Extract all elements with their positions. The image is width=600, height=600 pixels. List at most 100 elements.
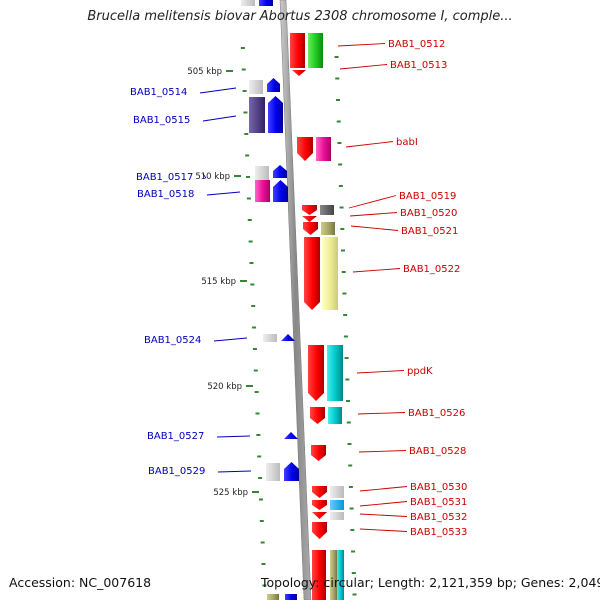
gene-bab1-0529-homolog xyxy=(266,463,280,481)
gene-label[interactable]: ppdK xyxy=(407,366,433,377)
scale-ticks: 505 kbp 510 kbp 515 kbp 520 kbp 525 kbp xyxy=(187,67,259,498)
dot-marker xyxy=(344,357,349,359)
gene-label[interactable]: BAB1_0533 xyxy=(410,527,467,538)
gene-bab1-0528 xyxy=(311,445,326,461)
dot-marker xyxy=(342,292,347,295)
gene-label[interactable]: BAB1_0515 xyxy=(133,115,190,126)
gene-bab1-0524-homolog xyxy=(263,334,277,342)
gene-bottom-partial-a xyxy=(267,594,279,600)
gene-label[interactable]: BAB1_0526 xyxy=(408,408,465,419)
gene-bab1-0512-homolog xyxy=(308,33,323,68)
gene-bab1-0527 xyxy=(284,432,298,439)
label-leader-line xyxy=(199,87,237,94)
label-leader-line xyxy=(348,195,397,209)
gene-label[interactable]: BAB1_0512 xyxy=(388,39,445,50)
label-leader-line xyxy=(213,337,248,342)
gene-bab1-0532-homolog xyxy=(330,512,344,520)
gene-label[interactable]: BAB1_0519 xyxy=(399,191,456,202)
scale-tick-label: 515 kbp xyxy=(201,277,236,287)
map-title: Brucella melitensis biovar Abortus 2308 … xyxy=(87,9,513,24)
label-leader-line xyxy=(350,225,399,231)
dot-marker xyxy=(336,99,340,101)
gene-bab1-0519 xyxy=(302,205,317,215)
gene-bab1-0530 xyxy=(312,486,327,498)
gene-bottom-cyan xyxy=(337,550,344,600)
label-leader-line xyxy=(359,513,408,517)
dot-marker xyxy=(338,163,343,166)
gene-bab1-0524 xyxy=(281,334,295,341)
gene-label[interactable]: BAB1_0521 xyxy=(401,226,458,237)
gene-bab1-0514 xyxy=(267,78,280,92)
topology-info: Topology: circular; Length: 2,121,359 bp… xyxy=(261,575,600,590)
gene-label[interactable]: BAB1_0514 xyxy=(130,87,187,98)
dot-marker xyxy=(341,271,346,273)
dot-marker xyxy=(336,120,341,123)
gene-label[interactable]: BAB1_0522 xyxy=(403,264,460,275)
gene-label[interactable]: BAB1_0520 xyxy=(400,208,457,219)
dot-marker xyxy=(255,412,260,415)
dot-marker xyxy=(350,529,355,531)
dot-marker xyxy=(346,400,351,402)
gene-label[interactable]: BAB1_0531 xyxy=(410,497,467,508)
gene-label[interactable]: BAB1_0532 xyxy=(410,512,467,523)
forward-strand-genes xyxy=(290,33,344,600)
dot-marker xyxy=(339,206,344,209)
dot-marker xyxy=(335,77,340,80)
dot-marker xyxy=(343,335,348,338)
gene-label[interactable]: babI xyxy=(396,137,418,148)
label-leader-line xyxy=(352,268,401,273)
dot-marker xyxy=(259,520,264,522)
dot-marker xyxy=(340,228,345,230)
dot-marker xyxy=(262,584,267,587)
gene-bab1-0520 xyxy=(302,216,317,222)
dot-marker xyxy=(351,550,356,553)
label-leader-line xyxy=(217,470,252,473)
dot-marker xyxy=(244,133,249,135)
dot-marker xyxy=(243,111,248,114)
gene-label[interactable]: BAB1_0524 xyxy=(144,335,201,346)
gene-bab1-0513 xyxy=(292,70,306,76)
dot-marker xyxy=(256,434,261,436)
gene-babi-homolog xyxy=(316,137,331,161)
gene-bab1-0526 xyxy=(310,407,325,424)
dot-marker xyxy=(250,283,255,286)
dot-marker xyxy=(248,240,253,243)
dot-marker xyxy=(343,314,348,316)
scale-tick-mark xyxy=(246,385,253,387)
gene-bab1-0518-homolog xyxy=(255,180,270,202)
dot-marker xyxy=(257,455,262,458)
scale-tick-label: 505 kbp xyxy=(187,67,222,77)
label-leader-line xyxy=(339,64,388,70)
dot-marker xyxy=(348,486,353,488)
dot-marker xyxy=(246,176,251,178)
gene-bab1-0521 xyxy=(303,222,318,235)
gene-label[interactable]: BAB1_0518 xyxy=(137,189,194,200)
gene-label[interactable]: BAB1_0527 xyxy=(147,431,204,442)
gene-label[interactable]: BAB1_0528 xyxy=(409,446,466,457)
dot-marker xyxy=(246,197,251,200)
gene-bab1-0526-homolog xyxy=(328,407,342,424)
gene-bab1-0517 xyxy=(273,165,287,178)
gene-bab1-0533 xyxy=(312,522,327,539)
gene-label[interactable]: BAB1_0517 xyxy=(136,172,193,183)
scale-tick-label: 510 kbp xyxy=(195,172,230,182)
dot-marker xyxy=(338,185,343,187)
gene-label[interactable]: BAB1_0529 xyxy=(148,466,205,477)
gene-label[interactable]: BAB1_0530 xyxy=(410,482,467,493)
gene-bab1-0531 xyxy=(312,500,327,510)
dot-marker xyxy=(251,305,256,307)
label-leader-line xyxy=(356,370,405,374)
gene-label[interactable]: BAB1_0513 xyxy=(390,60,447,71)
label-leader-line xyxy=(358,450,407,453)
dot-marker xyxy=(242,90,247,92)
gene-bab1-0522-homolog xyxy=(322,237,338,310)
gene-bab1-0522 xyxy=(304,237,320,310)
track-dot-markers xyxy=(240,47,357,596)
dot-marker xyxy=(240,47,245,49)
gene-bab1-0517-homolog xyxy=(255,166,269,180)
dot-marker xyxy=(334,56,339,58)
dot-marker xyxy=(260,541,265,544)
gene-top-partial-a xyxy=(241,0,255,6)
chromosome-backbone xyxy=(279,0,312,600)
